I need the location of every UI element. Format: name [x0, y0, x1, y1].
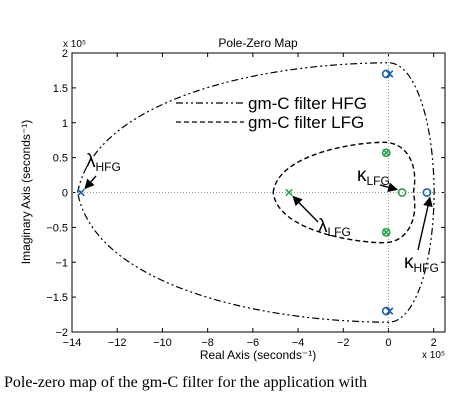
- kappa-hfg-label: κHFG: [404, 252, 439, 275]
- legend-label-lfg: gm-C filter LFG: [248, 113, 364, 132]
- pole-stroke: [385, 70, 394, 78]
- pole-stroke: [382, 228, 390, 237]
- y-tick-label: 0: [62, 188, 68, 200]
- lambda-lfg-arrow: [292, 195, 319, 223]
- lfg-pole-marker: [285, 188, 293, 197]
- lfg-zero-marker: [381, 148, 391, 158]
- x-tick-label: −14: [63, 337, 82, 349]
- lambda-lfg-subscript: LFG: [328, 225, 351, 239]
- hfg-zero-marker: [422, 188, 432, 197]
- x-tick-label: −4: [292, 337, 305, 349]
- x-tick-label: 2: [431, 337, 437, 349]
- lfg-zero-marker: [381, 227, 391, 237]
- hfg-pole-marker: [385, 307, 394, 315]
- x-tick-label: −8: [201, 337, 214, 349]
- x-tick-label: 0: [385, 337, 391, 349]
- hfg-pole-marker: [385, 70, 394, 78]
- legend-label-hfg: gm-C filter HFG: [248, 94, 367, 113]
- x-tick-label: −10: [153, 337, 172, 349]
- chart-title: Pole-Zero Map: [218, 36, 298, 50]
- lfg-contour: [272, 141, 416, 244]
- lambda-lfg-symbol: λ: [318, 216, 328, 237]
- kappa-hfg-arrow: [417, 196, 433, 251]
- pole-stroke: [385, 307, 394, 315]
- kappa-hfg-symbol: κ: [404, 252, 414, 273]
- kappa-lfg-arrow: [379, 182, 398, 192]
- y-tick-label: −0.5: [46, 222, 68, 234]
- kappa-lfg-symbol: κ: [357, 165, 367, 186]
- pole-stroke: [285, 188, 293, 197]
- y-tick-label: 2: [62, 48, 68, 60]
- kappa-hfg-subscript: HFG: [414, 261, 439, 275]
- tick-layer: −14 −12 −10 −8 −6 −4 −2 0 2 2 1.5 1 0.5 0 −0.5 −1 −1.5 −2: [46, 48, 445, 349]
- pole-zero-chart: Pole-Zero Map x 10⁵ x 10⁵ Real Axis (sec…: [19, 36, 446, 362]
- y-tick-label: 1.5: [53, 83, 68, 95]
- y-exponent-label: x 10⁵: [63, 39, 86, 50]
- legend: gm-C filter HFG gm-C filter LFG: [176, 94, 367, 132]
- hfg-pole-marker: [77, 188, 85, 197]
- x-tick-label: −12: [108, 337, 127, 349]
- x-tick-label: −2: [337, 337, 350, 349]
- lambda-hfg-symbol: λ: [86, 151, 96, 172]
- y-tick-label: 1: [62, 118, 68, 130]
- kappa-lfg-subscript: LFG: [367, 174, 390, 188]
- pole-stroke: [382, 148, 390, 157]
- x-axis-label: Real Axis (seconds⁻¹): [200, 348, 316, 362]
- hfg-contour: [77, 62, 435, 323]
- y-tick-label: −1.5: [46, 292, 68, 304]
- lfg-pole-marker: [382, 148, 390, 157]
- figure-caption: Pole-zero map of the gm-C filter for the…: [4, 374, 367, 391]
- lfg-zero-marker: [397, 188, 407, 197]
- x-exponent-label: x 10⁵: [422, 350, 445, 361]
- lambda-lfg-label: λLFG: [318, 216, 351, 239]
- y-tick-label: 0.5: [53, 153, 68, 165]
- lambda-hfg-subscript: HFG: [96, 160, 121, 174]
- kappa-lfg-label: κLFG: [357, 165, 390, 188]
- pole-stroke: [77, 188, 85, 197]
- lambda-hfg-arrow: [84, 175, 97, 190]
- lambda-hfg-label: λHFG: [86, 151, 121, 174]
- y-axis-label: Imaginary Axis (seconds⁻¹): [19, 120, 33, 264]
- y-tick-label: −2: [55, 327, 68, 339]
- lfg-pole-marker: [382, 228, 390, 237]
- x-tick-label: −6: [247, 337, 260, 349]
- y-tick-label: −1: [55, 257, 68, 269]
